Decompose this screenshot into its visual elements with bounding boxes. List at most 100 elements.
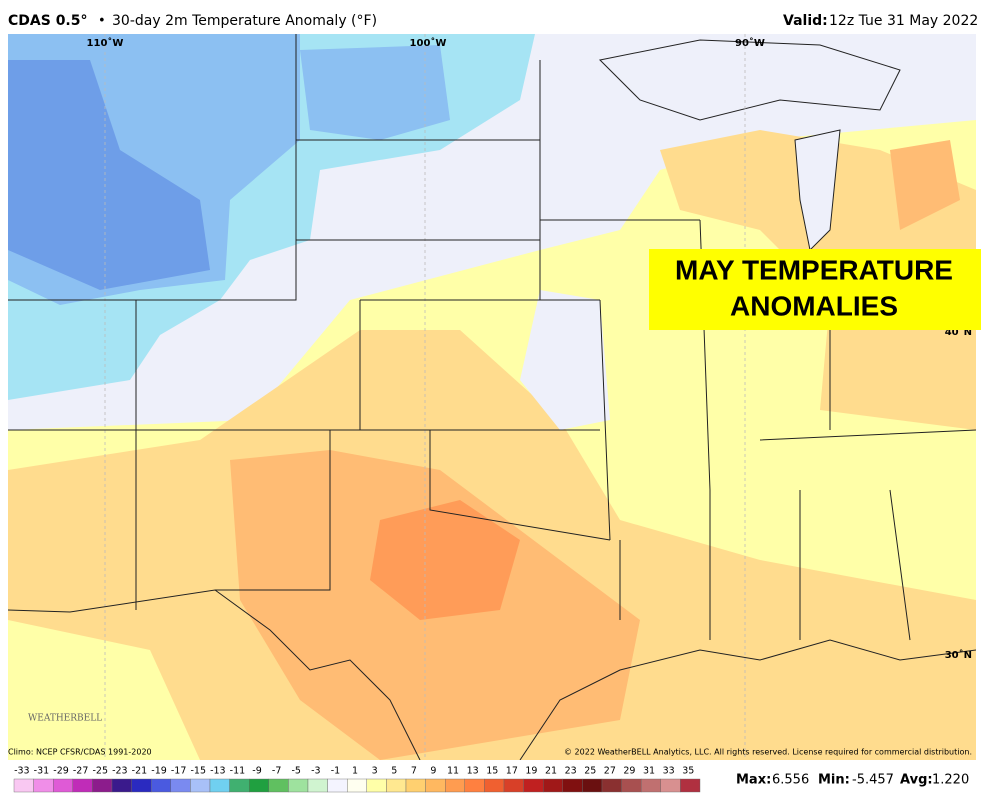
stat-value: 1.220: [932, 773, 969, 788]
colorbar-cell: [660, 778, 681, 793]
colorbar-tick-label: 29: [623, 766, 635, 777]
colorbar-tick-label: 19: [525, 766, 537, 777]
colorbar-cell: [288, 778, 309, 793]
colorbar-cell: [190, 778, 211, 793]
colorbar-tick-label: -31: [34, 766, 50, 777]
overlay-title: ANOMALIES: [730, 290, 898, 321]
colorbar-cell: [327, 778, 348, 793]
lake: [598, 39, 901, 121]
colorbar-cell: [229, 778, 250, 793]
cool-area: [520, 290, 610, 430]
colorbar-cell: [209, 778, 230, 793]
lon-label: 100˚W: [410, 37, 447, 49]
colorbar-cell: [582, 778, 603, 793]
logo: WEATHERBELL: [28, 714, 102, 724]
colorbar-cell: [268, 778, 289, 793]
lake: [794, 129, 841, 252]
colorbar-tick-label: 33: [663, 766, 675, 777]
colorbar-tick-label: 13: [467, 766, 479, 777]
colorbar-tick-label: 21: [545, 766, 557, 777]
colorbar-tick-label: -21: [132, 766, 148, 777]
colorbar-tick-label: -5: [291, 766, 300, 777]
warm-area: [370, 500, 520, 620]
colorbar-tick-label: -7: [272, 766, 281, 777]
colorbar-cell: [484, 778, 505, 793]
lon-label: 90˚W: [735, 37, 765, 49]
colorbar-cell: [92, 778, 113, 793]
colorbar-cell: [33, 778, 54, 793]
colorbar-tick-label: 3: [372, 766, 378, 777]
colorbar-cell: [621, 778, 642, 793]
colorbar-cell: [72, 778, 93, 793]
colorbar-cell: [347, 778, 368, 793]
stat-label: Max:: [736, 773, 771, 788]
colorbar-cell: [641, 778, 662, 793]
colorbar-tick-label: 23: [565, 766, 577, 777]
colorbar-cell: [503, 778, 524, 793]
colorbar-cell: [562, 778, 583, 793]
colorbar-cell: [523, 778, 544, 793]
colorbar-cell: [543, 778, 564, 793]
colorbar-tick-label: -23: [112, 766, 128, 777]
colorbar-tick-label: 9: [430, 766, 436, 777]
colorbar-tick-label: 7: [411, 766, 417, 777]
cool-area: [8, 60, 210, 290]
colorbar-tick-label: -11: [230, 766, 246, 777]
title: 30-day 2m Temperature Anomaly (°F): [112, 13, 377, 29]
colorbar-cell: [131, 778, 152, 793]
colorbar-cell: [386, 778, 407, 793]
colorbar-cell: [405, 778, 426, 793]
stat-label: Avg:: [900, 773, 933, 788]
colorbar-tick-label: -1: [331, 766, 340, 777]
colorbar-cell: [680, 778, 701, 793]
stat-label: Min:: [818, 773, 850, 788]
colorbar-tick-label: -29: [53, 766, 69, 777]
colorbar: -33 -31 -29 -27 -25 -23 -21 -19 -17 -15 -13 -11 -9 -7…: [13, 766, 701, 793]
colorbar-cell: [150, 778, 171, 793]
colorbar-tick-label: -27: [73, 766, 89, 777]
colorbar-cell: [445, 778, 466, 793]
stat-value: 6.556: [772, 773, 809, 788]
colorbar-tick-label: 35: [682, 766, 694, 777]
separator: •: [98, 14, 106, 29]
colorbar-cell: [53, 778, 74, 793]
colorbar-tick-label: 25: [584, 766, 596, 777]
colorbar-tick-label: 11: [447, 766, 459, 777]
colorbar-tick-label: -13: [210, 766, 226, 777]
lat-label: 30˚N: [945, 649, 972, 661]
colorbar-tick-label: 17: [506, 766, 518, 777]
colorbar-tick-label: -17: [171, 766, 187, 777]
colorbar-tick-label: 15: [486, 766, 498, 777]
overlay-box: [649, 249, 981, 330]
colorbar-cell: [170, 778, 191, 793]
map: 110˚W 100˚W 90˚W 40˚N 30˚N WEATHERBELL M…: [8, 34, 981, 760]
colorbar-tick-label: -9: [252, 766, 261, 777]
colorbar-cell: [13, 778, 34, 793]
colorbar-tick-label: 1: [352, 766, 358, 777]
colorbar-cell: [464, 778, 485, 793]
copyright: © 2022 WeatherBELL Analytics, LLC. All r…: [564, 748, 972, 757]
colorbar-tick-label: 27: [604, 766, 616, 777]
colorbar-tick-label: -19: [151, 766, 167, 777]
border: [8, 589, 976, 760]
colorbar-tick-label: -15: [190, 766, 206, 777]
model-label: CDAS 0.5°: [8, 13, 88, 29]
colorbar-cell: [307, 778, 328, 793]
stat-value: -5.457: [852, 773, 894, 788]
colorbar-tick-label: 31: [643, 766, 655, 777]
warm-area: [890, 140, 960, 230]
climo-note: Climo: NCEP CFSR/CDAS 1991-2020: [8, 748, 152, 757]
colorbar-tick-label: -3: [311, 766, 320, 777]
colorbar-cell: [425, 778, 446, 793]
valid-time: 12z Tue 31 May 2022: [829, 13, 978, 29]
colorbar-cell: [601, 778, 622, 793]
colorbar-tick-label: -25: [92, 766, 108, 777]
overlay-title: MAY TEMPERATURE: [675, 254, 953, 285]
colorbar-cell: [248, 778, 269, 793]
cool-area: [300, 45, 450, 140]
colorbar-cell: [111, 778, 132, 793]
valid-label: Valid:: [783, 13, 828, 29]
colorbar-tick-label: -33: [14, 766, 30, 777]
lon-label: 110˚W: [87, 37, 124, 49]
